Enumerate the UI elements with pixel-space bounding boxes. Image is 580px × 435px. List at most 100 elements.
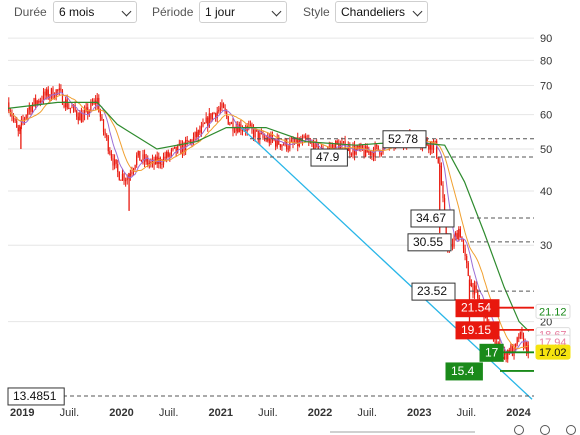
candle-body xyxy=(172,148,174,150)
settings-icon[interactable] xyxy=(566,425,576,435)
level-box xyxy=(479,343,504,362)
x-tick-label: 2024 xyxy=(506,407,531,419)
x-tick-label: Juil. xyxy=(357,407,377,419)
right-value-label: 21.12 xyxy=(539,306,567,318)
candle-body xyxy=(175,146,177,153)
scrollbar[interactable] xyxy=(330,431,475,433)
candle-body xyxy=(355,148,357,155)
candle-body xyxy=(210,113,212,120)
candle-body xyxy=(16,120,18,128)
moving-average-long xyxy=(7,101,530,332)
candle-body xyxy=(79,112,81,121)
candle-body xyxy=(515,343,517,348)
candle-body xyxy=(33,98,35,105)
candle-body xyxy=(137,150,139,156)
style-select[interactable]: Chandeliers xyxy=(335,1,428,23)
candle-body xyxy=(306,138,308,141)
candle-body xyxy=(437,157,439,163)
candle-body xyxy=(273,139,275,141)
level-box xyxy=(455,321,500,340)
candle-body xyxy=(505,352,507,360)
candle-body xyxy=(467,263,469,276)
style-value: Chandeliers xyxy=(341,5,406,19)
candle-body xyxy=(330,146,332,149)
candle-body xyxy=(256,129,258,131)
candle-body xyxy=(260,133,263,135)
candle-body xyxy=(44,91,46,96)
y-tick-label: 90 xyxy=(540,33,552,45)
candle-body xyxy=(376,145,378,147)
candle-body xyxy=(232,122,234,132)
candle-body xyxy=(123,173,125,181)
candle-body xyxy=(371,151,373,156)
level-value: 52.78 xyxy=(388,132,418,146)
x-tick-label: 2020 xyxy=(109,407,133,419)
candle-body xyxy=(126,178,128,181)
level-box xyxy=(382,130,427,149)
candle-body xyxy=(257,130,259,141)
y-tick-label: 50 xyxy=(540,144,552,156)
candle-body xyxy=(466,256,468,264)
candle-body xyxy=(12,116,15,120)
candle-body xyxy=(36,100,38,105)
candle-body xyxy=(47,89,49,98)
candle-body xyxy=(305,136,307,139)
candle-body xyxy=(507,350,509,360)
candle-body xyxy=(461,236,463,242)
zoom-out-icon[interactable] xyxy=(540,425,550,435)
candle-body xyxy=(226,111,228,117)
candle-body xyxy=(284,139,286,145)
candle-body xyxy=(143,154,146,162)
periode-label: Période xyxy=(152,5,194,19)
candle-body xyxy=(270,134,272,144)
candle-body xyxy=(516,337,518,344)
level-box xyxy=(455,299,500,318)
candle-body xyxy=(494,341,496,344)
level-box xyxy=(310,148,348,167)
candle-body xyxy=(185,139,187,152)
candle-body xyxy=(145,157,147,162)
candle-body xyxy=(19,125,21,132)
candle-body xyxy=(229,123,231,125)
candle-body xyxy=(352,146,354,155)
candle-body xyxy=(131,171,133,175)
x-tick-label: Juil. xyxy=(258,407,278,419)
candle-body xyxy=(292,140,294,144)
candle-body xyxy=(279,144,281,148)
candle-body xyxy=(118,171,120,181)
duree-select[interactable]: 6 mois xyxy=(53,1,137,23)
candle-body xyxy=(57,89,59,91)
candle-body xyxy=(464,248,466,257)
level-value: 13.4851 xyxy=(13,389,57,403)
style-label: Style xyxy=(303,5,330,19)
candle-body xyxy=(335,140,337,152)
chevron-down-icon xyxy=(121,6,132,17)
candle-body xyxy=(158,157,160,164)
y-tick-label: 30 xyxy=(540,240,552,252)
candle-body xyxy=(82,114,84,123)
candle-body xyxy=(125,180,127,182)
candle-body xyxy=(254,129,256,138)
zoom-in-icon[interactable] xyxy=(514,425,524,435)
periode-select[interactable]: 1 jour xyxy=(199,1,287,23)
candle-body xyxy=(453,237,455,247)
candle-body xyxy=(191,140,193,144)
candle-body xyxy=(431,141,433,150)
x-tick-label: 2021 xyxy=(208,407,232,419)
y-tick-label: 40 xyxy=(540,186,552,198)
candle-body xyxy=(208,113,210,127)
candle-body xyxy=(58,88,60,90)
candle-body xyxy=(436,140,438,158)
candle-body xyxy=(365,146,367,157)
price-chart[interactable]: 20 30 40 50 60 70 80 90 2019 Juil. 2020 Juil. 2021 Ju… xyxy=(0,26,580,421)
level-value: 30.55 xyxy=(413,235,443,249)
candle-body xyxy=(297,137,299,147)
candle-body xyxy=(336,140,338,144)
candle-body xyxy=(77,116,79,121)
candle-body xyxy=(189,140,191,142)
candle-body xyxy=(303,136,305,139)
candle-body xyxy=(41,100,43,102)
candle-body xyxy=(459,228,461,237)
candle-body xyxy=(113,159,116,166)
chevron-down-icon xyxy=(271,6,282,17)
